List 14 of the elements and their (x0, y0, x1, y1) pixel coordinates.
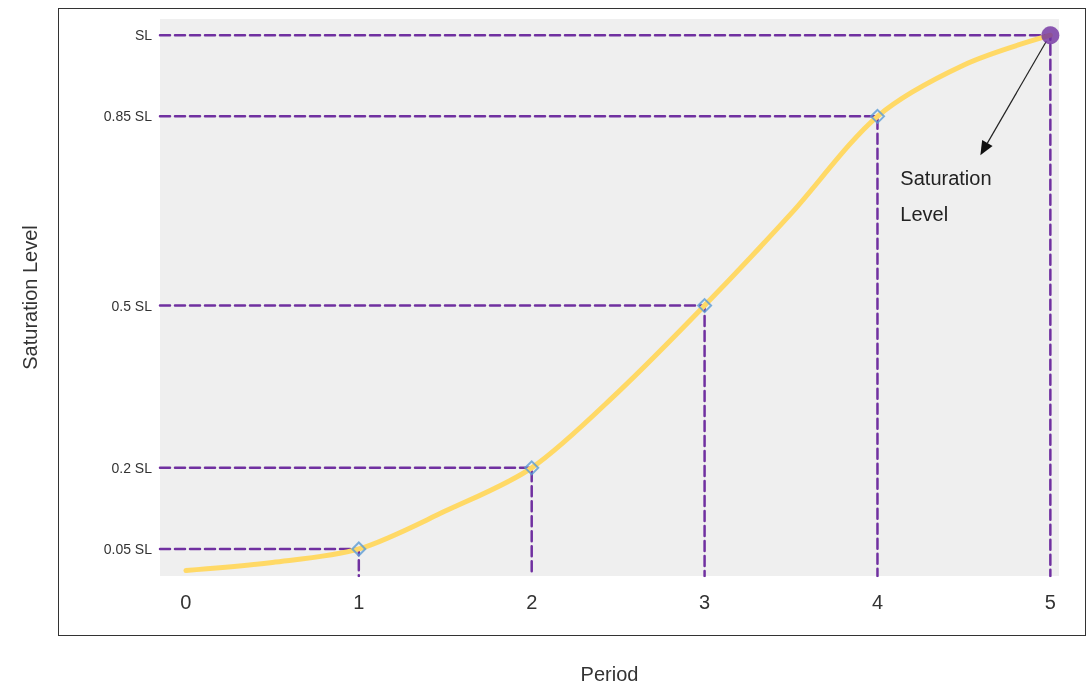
x-axis-title: Period (580, 663, 639, 685)
x-tick-label: 3 (699, 591, 711, 613)
x-tick-label: 2 (526, 591, 538, 613)
x-tick-label: 4 (871, 591, 884, 613)
x-tick-label: 5 (1044, 591, 1056, 613)
y-tick-label: SL (134, 27, 153, 44)
y-tick-label: 0.05 SL (103, 540, 153, 557)
y-axis-title: Saturation Level (19, 225, 41, 370)
y-tick-label: 0.85 SL (103, 108, 153, 125)
x-tick-label: 0 (180, 591, 192, 613)
x-tick-label: 1 (353, 591, 365, 613)
y-tick-label: 0.2 SL (111, 459, 153, 476)
y-tick-label: 0.5 SL (111, 297, 153, 314)
annotation: Saturation Level (900, 167, 992, 226)
